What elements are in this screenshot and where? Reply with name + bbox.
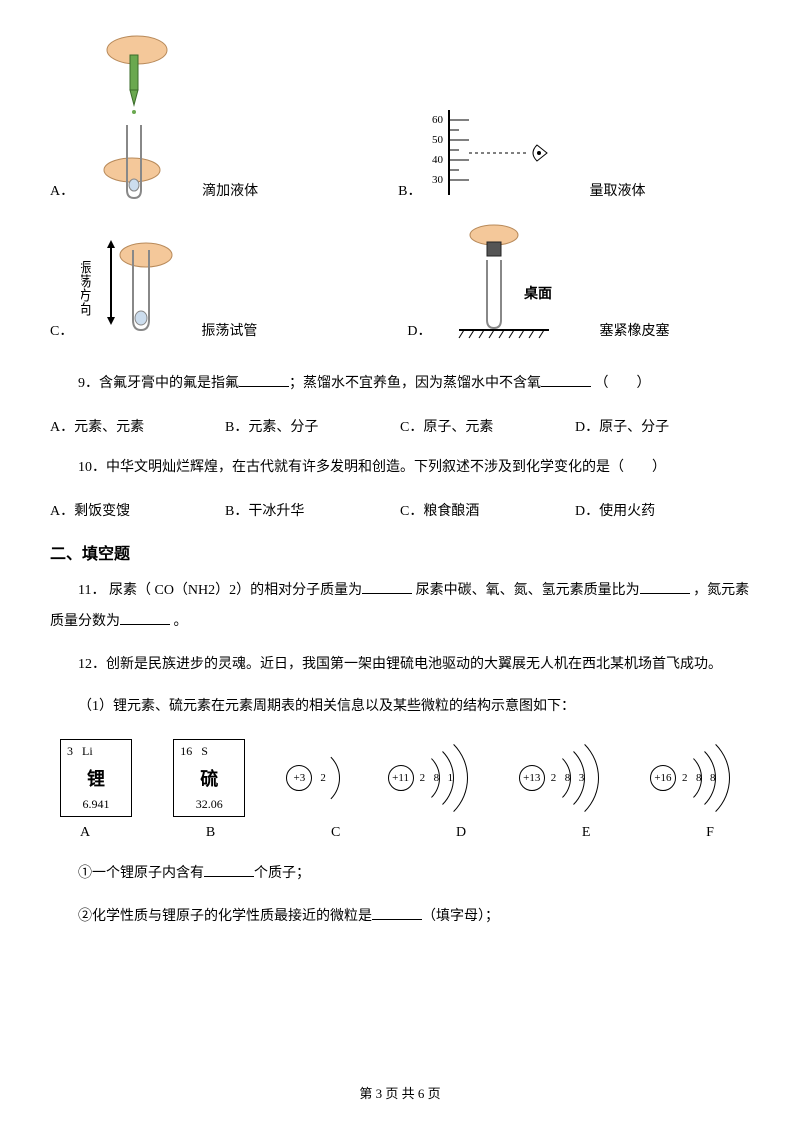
shake-tube-icon: 振荡方向 [81,230,191,340]
atom-e-s3: 3 [579,772,585,784]
svg-text:40: 40 [432,154,444,166]
fig-a-label: A． [50,180,74,200]
figure-row-cd: C． 振荡方向 振荡试管 D． 桌面 塞 [50,220,750,340]
label-f: F [706,825,714,841]
question-11: 11． 尿素（ CO（NH2）2）的相对分子质量为 尿素中碳、氧、氮、氢元素质量… [50,576,750,638]
svg-text:60: 60 [432,114,444,126]
label-c: C [331,825,340,841]
question-10: 10．中华文明灿烂辉煌，在古代就有许多发明和创造。下列叙述不涉及到化学变化的是（… [50,454,750,482]
elem-a-num: 3 [67,744,73,758]
q9-opt-c: C．原子、元素 [400,416,575,436]
label-b: B [206,825,215,841]
q12-sub2b: （填字母）； [422,909,499,924]
atom-c: +3 2 [286,748,346,808]
fig-a-caption: 滴加液体 [202,180,258,200]
blank [362,580,412,594]
q12-sub1b: 个质子； [254,866,310,881]
blank [541,373,591,387]
blank [372,906,422,920]
q9-opt-a: A．元素、元素 [50,416,225,436]
atom-d-s1: 2 [420,772,426,784]
q10-opt-b: B．干冰升华 [225,500,400,520]
page-footer: 第 3 页 共 6 页 [0,1083,800,1102]
atom-e-s1: 2 [551,772,557,784]
blank [120,611,170,625]
q11-b: 尿素中碳、氧、氮、氢元素质量比为 [416,583,640,598]
q10-opt-a: A．剩饭变馊 [50,500,225,520]
atom-e-s2: 8 [565,772,571,784]
elem-a-sym: Li [82,744,93,758]
q9-text-a: 9．含氟牙膏中的氟是指氟 [78,376,239,391]
fig-c-label: C． [50,320,73,340]
elem-b-num: 16 [180,744,192,758]
svg-text:50: 50 [432,134,444,146]
label-d: D [456,825,466,841]
q11-d: 。 [174,614,188,629]
figure-a: A． 滴加液体 [50,30,258,200]
elem-a-name: 锂 [87,765,105,791]
q9-text-c: （ ） [595,376,651,391]
question-12-intro: 12．创新是民族进步的灵魂。近日，我国第一架由锂硫电池驱动的大翼展无人机在西北某… [50,650,750,681]
atom-e: +13 2 8 3 [519,748,609,808]
dropper-icon [82,30,192,200]
q9-text-b: ；蒸馏水不宜养鱼，因为蒸馏水中不含氧 [289,376,541,391]
figure-d: D． 桌面 塞紧橡皮塞 [407,220,669,340]
elem-b-name: 硫 [200,765,218,791]
figure-row-ab: A． 滴加液体 B． 60 50 40 30 量取液体 [50,30,750,200]
question-12-p1: （1）锂元素、硫元素在元素周期表的相关信息以及某些微粒的结构示意图如下： [50,692,750,723]
atom-d-s2: 8 [434,772,440,784]
footer-text: 第 3 页 共 6 页 [359,1086,440,1101]
q12-sub1a: ①一个锂原子内含有 [78,866,204,881]
figure-c: C． 振荡方向 振荡试管 [50,230,257,340]
atom-f-s3: 8 [710,772,716,784]
fig-d-label: D． [407,320,431,340]
svg-text:桌面: 桌面 [524,285,552,302]
q10-opt-c: C．粮食酿酒 [400,500,575,520]
elem-a-mass: 6.941 [83,797,110,812]
fig-b-label: B． [398,180,421,200]
fig-c-caption: 振荡试管 [201,320,257,340]
q9-opt-b: B．元素、分子 [225,416,400,436]
atom-f-s2: 8 [696,772,702,784]
blank [640,580,690,594]
atom-d: +11 2 8 1 [388,748,478,808]
q11-a: 11． 尿素（ CO（NH2）2）的相对分子质量为 [78,583,362,598]
blank [204,863,254,877]
elem-b-sym: S [201,744,208,758]
atom-f-s1: 2 [682,772,688,784]
q9-opt-d: D．原子、分子 [575,416,750,436]
label-e: E [582,825,591,841]
atom-f: +16 2 8 8 [650,748,740,808]
figure-b: B． 60 50 40 30 量取液体 [398,105,645,200]
q9-options: A．元素、元素 B．元素、分子 C．原子、元素 D．原子、分子 [50,416,750,436]
atom-d-s3: 1 [448,772,454,784]
element-box-b: 16 S 硫 32.06 [173,739,245,817]
blank [239,373,289,387]
element-diagram-row: 3 Li 锂 6.941 16 S 硫 32.06 +3 2 +11 2 8 1… [50,739,750,817]
diagram-labels: A B C D E F [50,825,750,841]
section-2-title: 二、填空题 [50,540,750,564]
elem-b-mass: 32.06 [196,797,223,812]
fig-b-caption: 量取液体 [589,180,645,200]
stopper-icon: 桌面 [439,220,579,340]
q12-sub2a: ②化学性质与锂原子的化学性质最接近的微粒是 [78,909,372,924]
question-9: 9．含氟牙膏中的氟是指氟 ；蒸馏水不宜养鱼，因为蒸馏水中不含氧 （ ） [50,370,750,398]
atom-c-s1: 2 [320,772,326,784]
label-a: A [80,825,90,841]
cylinder-reading-icon: 60 50 40 30 [429,105,559,200]
svg-text:30: 30 [432,174,444,186]
element-box-a: 3 Li 锂 6.941 [60,739,132,817]
q12-sub1: ①一个锂原子内含有 个质子； [50,859,750,890]
fig-d-caption: 塞紧橡皮塞 [599,320,669,340]
svg-text:振荡方向: 振荡方向 [81,260,92,316]
q10-options: A．剩饭变馊 B．干冰升华 C．粮食酿酒 D．使用火药 [50,500,750,520]
q10-opt-d: D．使用火药 [575,500,750,520]
q12-sub2: ②化学性质与锂原子的化学性质最接近的微粒是 （填字母）； [50,902,750,933]
